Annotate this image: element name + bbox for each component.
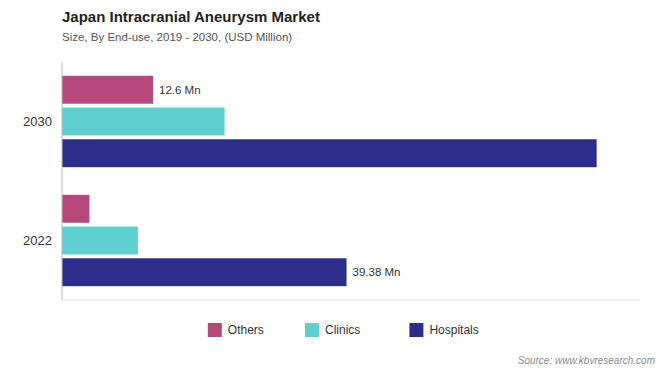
y-axis-line — [62, 62, 63, 300]
bar — [62, 76, 153, 104]
legend-label: Others — [228, 323, 264, 337]
bar — [62, 195, 89, 223]
source: Source: www.kbvresearch.com — [518, 355, 655, 366]
value-labels: 12.6 Mn 39.38 Mn — [159, 84, 400, 278]
bar — [62, 139, 597, 167]
value-label: 12.6 Mn — [159, 84, 201, 96]
chart-svg: Japan Intracranial Aneurysm Market Size, … — [0, 0, 665, 372]
x-axis-line — [62, 300, 640, 301]
value-label: 39.38 Mn — [353, 266, 401, 278]
bar — [62, 227, 138, 255]
bar — [62, 258, 347, 286]
subtitle: Size, By End-use, 2019 - 2030, (USD Mill… — [62, 31, 292, 43]
legend-swatch — [409, 323, 423, 337]
legend-swatch — [208, 323, 222, 337]
bar — [62, 108, 225, 136]
y-tick-label: 2030 — [23, 114, 52, 129]
legend-label: Clinics — [325, 323, 360, 337]
legend-label: Hospitals — [429, 323, 478, 337]
legend: Others Clinics Hospitals — [208, 323, 479, 337]
chart-container: Japan Intracranial Aneurysm Market Size, … — [0, 0, 665, 372]
bars — [62, 76, 597, 286]
legend-swatch — [305, 323, 319, 337]
y-tick-label: 2022 — [23, 233, 52, 248]
title: Japan Intracranial Aneurysm Market — [62, 8, 320, 25]
